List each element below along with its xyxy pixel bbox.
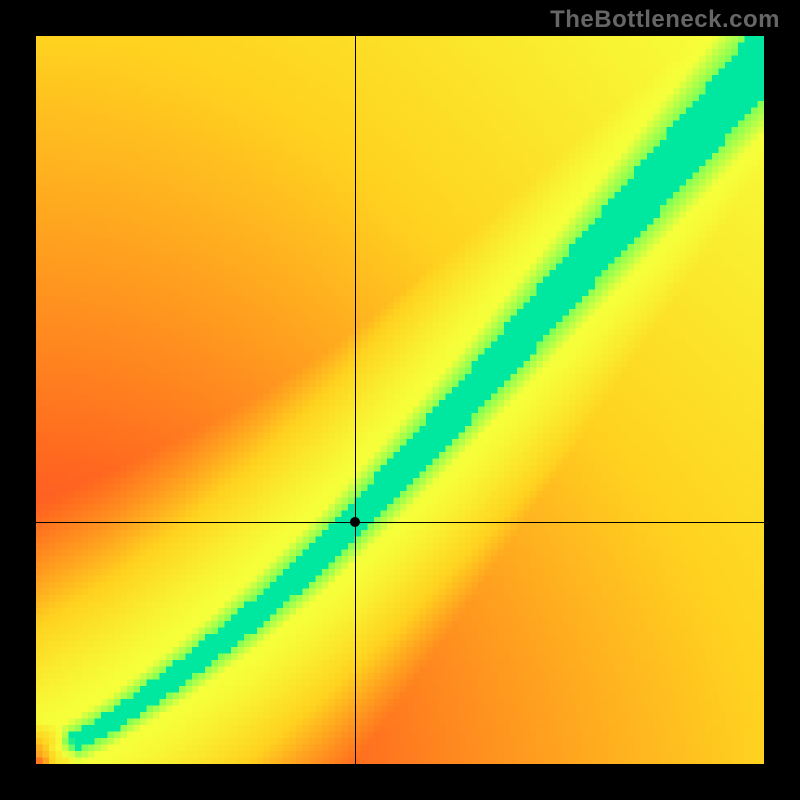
crosshair-horizontal [36, 522, 764, 523]
heatmap-canvas [36, 36, 764, 764]
chart-container: TheBottleneck.com [0, 0, 800, 800]
marker-dot [350, 517, 360, 527]
plot-area [36, 36, 764, 764]
watermark-text: TheBottleneck.com [550, 6, 780, 34]
crosshair-vertical [355, 36, 356, 764]
